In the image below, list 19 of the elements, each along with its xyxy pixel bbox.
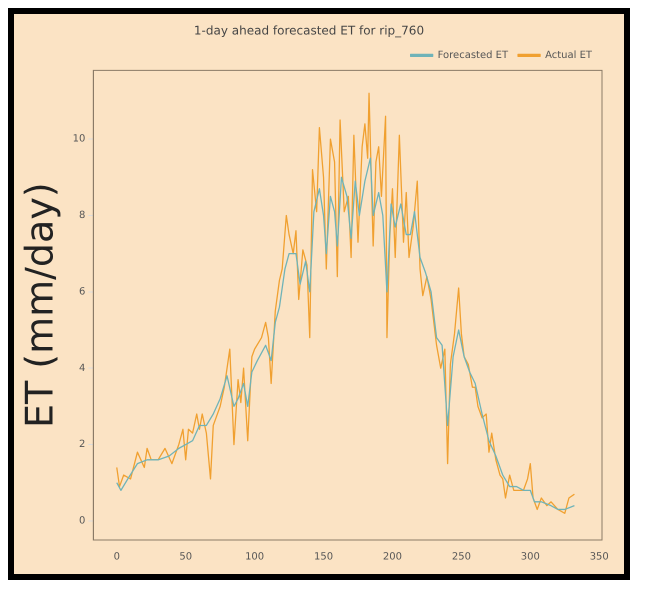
y-tick-label: 0	[78, 516, 86, 527]
y-tick-label: 6	[78, 286, 86, 298]
y-axis-title: ET (mm/day)	[18, 182, 62, 428]
y-tick-label: 2	[78, 439, 86, 450]
x-tick-label: 350	[590, 552, 609, 563]
x-tick-label: 150	[314, 552, 334, 563]
x-tick-label: 300	[520, 552, 540, 563]
y-tick-label: 8	[78, 210, 86, 222]
x-tick-label: 250	[452, 552, 471, 563]
x-tick-label: 50	[179, 552, 192, 563]
x-tick-label: 0	[114, 552, 120, 563]
x-tick-label: 200	[382, 552, 402, 563]
y-tick-label: 4	[78, 362, 86, 374]
legend-label: Forecasted ET	[438, 50, 509, 61]
y-tick-label: 10	[72, 134, 86, 145]
frame-border: ET (mm/day) Forecasted ET Actual ET 1-day ahead forecasted ET for rip_760 0 50 100 150 200 250 300 350 0 2 4 6 8 10	[8, 8, 630, 580]
x-tick-label: 100	[245, 552, 264, 563]
chart-title: 1-day ahead forecasted ET for rip_760	[194, 23, 424, 38]
legend-label: Actual ET	[545, 50, 593, 61]
